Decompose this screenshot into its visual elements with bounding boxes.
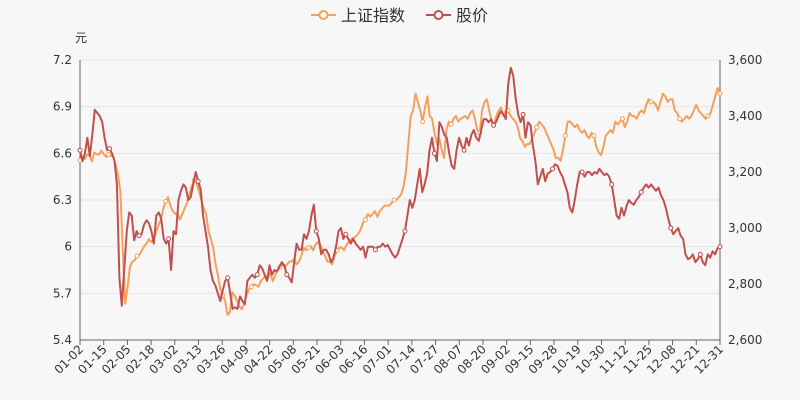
legend-item-price[interactable]: 股价: [426, 6, 488, 25]
legend-index-label: 上证指数: [341, 6, 405, 25]
price-series-point: [136, 233, 142, 239]
price-series-point: [195, 178, 201, 184]
left-tick-label: 6: [64, 240, 72, 254]
price-series-point: [638, 189, 644, 195]
index-series-point: [134, 253, 140, 259]
index-series-point: [163, 198, 169, 204]
right-tick-label: 3,000: [728, 221, 762, 235]
right-tick-label: 2,600: [728, 333, 762, 347]
price-series-point: [402, 228, 408, 234]
index-series-point: [619, 116, 625, 122]
index-series-point: [106, 152, 112, 158]
index-series-point: [248, 284, 254, 290]
series-price: [77, 66, 723, 310]
left-tick-label: 6.6: [53, 146, 72, 160]
left-axis-unit: 元: [75, 31, 87, 45]
index-series-point: [591, 133, 597, 139]
right-tick-label: 3,600: [728, 53, 762, 67]
index-series-point: [562, 133, 568, 139]
price-series-point: [254, 272, 260, 278]
price-series-point: [717, 244, 723, 250]
index-series-point: [448, 121, 454, 127]
price-series-point: [550, 166, 556, 172]
price-series-point: [520, 111, 526, 117]
price-series-point: [461, 147, 467, 153]
price-series-point: [697, 251, 703, 257]
price-series-point: [372, 247, 378, 253]
index-series-point: [420, 119, 426, 125]
index-series-point: [363, 217, 369, 223]
legend-item-index[interactable]: 上证指数: [311, 6, 405, 25]
price-series-point: [284, 272, 290, 278]
index-series-point: [391, 197, 397, 203]
price-series-point: [668, 225, 674, 231]
left-tick-label: 5.4: [53, 333, 72, 347]
legend-index-marker: [318, 10, 329, 20]
index-series-point: [534, 124, 540, 130]
index-series-point: [705, 113, 711, 119]
index-series-point: [717, 91, 723, 97]
price-series-point: [225, 275, 231, 281]
price-series-point: [491, 122, 497, 128]
index-series-point: [648, 99, 654, 105]
legend-price-label: 股价: [456, 6, 488, 25]
price-series-point: [313, 228, 319, 234]
price-series-point: [579, 169, 585, 175]
legend-price-marker: [433, 10, 444, 20]
price-series-point: [609, 181, 615, 187]
left-tick-label: 6.9: [53, 100, 72, 114]
right-tick-label: 2,800: [728, 277, 762, 291]
price-series-point: [107, 146, 113, 152]
left-tick-label: 5.7: [53, 286, 72, 300]
price-series-point: [166, 236, 172, 242]
right-tick-label: 3,400: [728, 109, 762, 123]
price-series-point: [343, 231, 349, 237]
price-series-line: [79, 66, 721, 310]
grid: [80, 59, 720, 341]
price-series-point: [431, 150, 437, 156]
left-tick-label: 7.2: [53, 53, 72, 67]
legend[interactable]: 上证指数 股价: [311, 6, 488, 25]
series-index: [77, 87, 723, 316]
left-tick-label: 6.3: [53, 193, 72, 207]
index-series-point: [305, 245, 311, 251]
index-series-point: [677, 116, 683, 122]
right-tick-label: 3,200: [728, 165, 762, 179]
index-series-line: [79, 87, 721, 316]
price-series-point: [77, 147, 83, 153]
